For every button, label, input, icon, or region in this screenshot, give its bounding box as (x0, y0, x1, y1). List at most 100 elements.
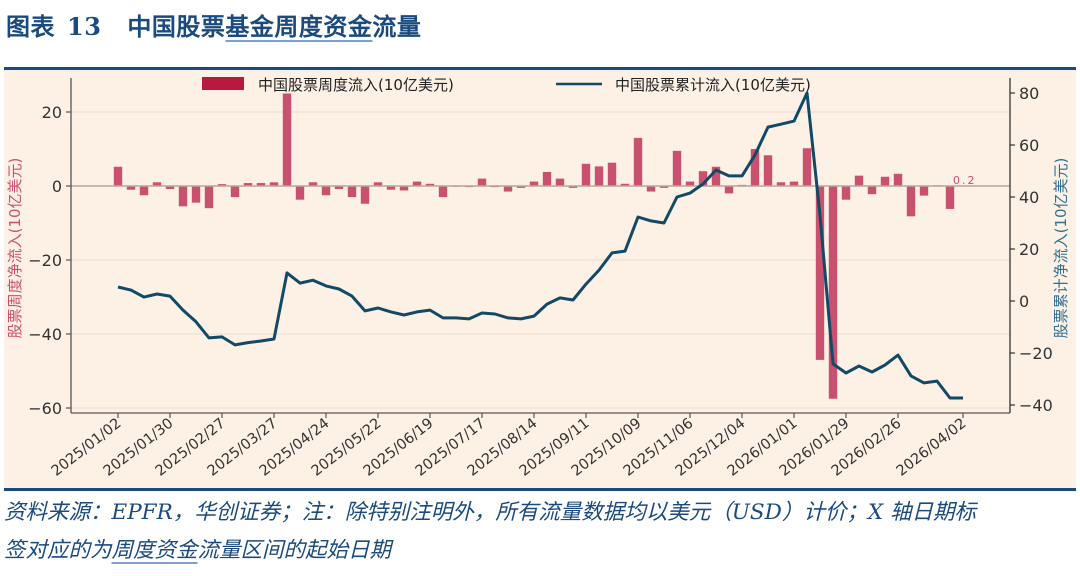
weekly-flow-bar (217, 184, 227, 186)
weekly-flow-bar (243, 183, 253, 186)
weekly-flow-bar (386, 186, 396, 190)
right-tick-label: 20 (1019, 240, 1039, 259)
weekly-flow-bar (867, 186, 877, 195)
title-text-underlined: 基金周度资金 (225, 12, 373, 41)
weekly-flow-bar (113, 166, 123, 186)
weekly-flow-bar (399, 186, 409, 191)
weekly-flow-bar (776, 182, 786, 186)
weekly-flow-bar (828, 186, 838, 399)
weekly-flow-bar (191, 186, 201, 203)
left-tick-label: 0 (52, 177, 62, 196)
right-tick-label: −20 (1019, 344, 1053, 363)
weekly-flow-bar (373, 182, 383, 186)
weekly-flow-bar (412, 181, 422, 186)
weekly-flow-bar (646, 186, 656, 192)
legend-bar-swatch (202, 77, 244, 90)
left-tick-label: 20 (42, 103, 62, 122)
weekly-flow-bar (425, 183, 435, 186)
left-axis-ticks: 20 0 −20 −40 −60 (28, 103, 71, 418)
right-tick-label: 0 (1019, 292, 1029, 311)
left-axis-label: 股票周度净流入(10亿美元) (6, 158, 24, 339)
weekly-flow-bar (269, 182, 279, 186)
x-tick-label: 2026/04/02 (894, 416, 970, 480)
weekly-flow-bar (139, 186, 149, 196)
last-value-annotation: 0.2 (953, 174, 977, 187)
legend-line-label: 中国股票累计流入(10亿美元) (615, 76, 811, 94)
figure-number: 图表 13 (6, 7, 101, 42)
note-text-underlined: 周度资金 (111, 538, 198, 563)
weekly-flow-bar (555, 178, 565, 186)
legend-bar-label: 中国股票周度流入(10亿美元) (258, 76, 454, 94)
figure-label: 图表 (6, 11, 55, 41)
note-text-post: 流量区间的起始日期 (197, 538, 392, 563)
left-tick-label: −40 (28, 325, 62, 344)
gridlines (71, 111, 1010, 409)
title-text-pre: 中国股票 (127, 12, 226, 41)
source-note-line-2: 签对应的为周度资金流量区间的起始日期 (4, 532, 1074, 570)
weekly-flow-bar (321, 186, 331, 196)
weekly-flow-bar (854, 175, 864, 186)
weekly-flow-bar (568, 186, 578, 188)
weekly-flow-bar (347, 186, 357, 198)
weekly-flow-bar (711, 166, 721, 186)
weekly-flow-bar (919, 186, 929, 196)
x-axis-ticks: 2025/01/022025/01/302025/02/272025/03/27… (49, 413, 970, 480)
source-note-line-1: 资料来源：EPFR，华创证券；注：除特别注明外，所有流量数据均以美元（USD）计… (4, 500, 976, 525)
left-tick-label: −60 (28, 399, 62, 418)
title-text-post: 流量 (372, 12, 422, 41)
legend: 中国股票周度流入(10亿美元) 中国股票累计流入(10亿美元) (202, 76, 811, 94)
weekly-flow-bar (178, 186, 188, 207)
weekly-flow-bar (945, 186, 955, 209)
weekly-flow-bar (659, 186, 669, 188)
weekly-flow-bar (841, 186, 851, 200)
right-tick-label: 40 (1019, 188, 1039, 207)
right-tick-label: 60 (1019, 136, 1039, 155)
weekly-flow-bar (503, 186, 513, 192)
weekly-flow-bar (295, 186, 305, 200)
right-tick-label: 80 (1019, 84, 1039, 103)
weekly-flow-bar (880, 176, 890, 186)
weekly-flow-bar (438, 186, 448, 198)
weekly-flow-bar (308, 182, 318, 186)
weekly-flow-bar (893, 173, 903, 186)
right-tick-label: −40 (1019, 396, 1053, 415)
right-axis-ticks: 80 60 40 20 0 −20 −40 (1010, 84, 1053, 415)
left-tick-label: −20 (28, 251, 62, 270)
cumulative-line (117, 91, 963, 400)
weekly-flow-bar (152, 182, 162, 186)
note-text-pre: 签对应的为 (4, 538, 112, 563)
weekly-flow-bar (282, 93, 292, 186)
weekly-flow-bar (685, 181, 695, 186)
weekly-flow-bar (529, 181, 539, 186)
top-divider (4, 67, 1076, 70)
weekly-flow-bar (477, 178, 487, 186)
weekly-flow-bar (802, 148, 812, 186)
chart-background (4, 70, 1076, 488)
weekly-flow-bar (126, 186, 136, 190)
figure-number-value: 13 (67, 11, 102, 41)
bar-series (113, 93, 955, 399)
weekly-flow-bar (360, 186, 370, 204)
weekly-flow-bar (516, 186, 526, 188)
weekly-flow-bar (698, 171, 708, 186)
weekly-flow-bar (633, 137, 643, 186)
right-axis-label: 股票累计净流入(10亿美元) (1052, 158, 1070, 339)
weekly-flow-bar (581, 163, 591, 186)
weekly-flow-bar (334, 186, 344, 189)
weekly-flow-bar (763, 155, 773, 186)
weekly-flow-bar (724, 186, 734, 194)
weekly-flow-bar (620, 183, 630, 186)
source-note: 资料来源：EPFR，华创证券；注：除特别注明外，所有流量数据均以美元（USD）计… (4, 494, 1074, 570)
weekly-flow-bar (165, 186, 175, 189)
weekly-flow-bar (906, 186, 916, 217)
bottom-divider (4, 488, 1076, 491)
weekly-flow-bar (594, 166, 604, 186)
weekly-flow-bar (750, 149, 760, 186)
figure-title: 图表 13 中国股票 基金周度资金 流量 (6, 4, 421, 44)
weekly-flow-bar (204, 186, 214, 209)
weekly-flow-bar (230, 186, 240, 198)
weekly-flow-bar (789, 181, 799, 186)
weekly-flow-bar (542, 171, 552, 186)
weekly-flow-bar (256, 183, 266, 186)
